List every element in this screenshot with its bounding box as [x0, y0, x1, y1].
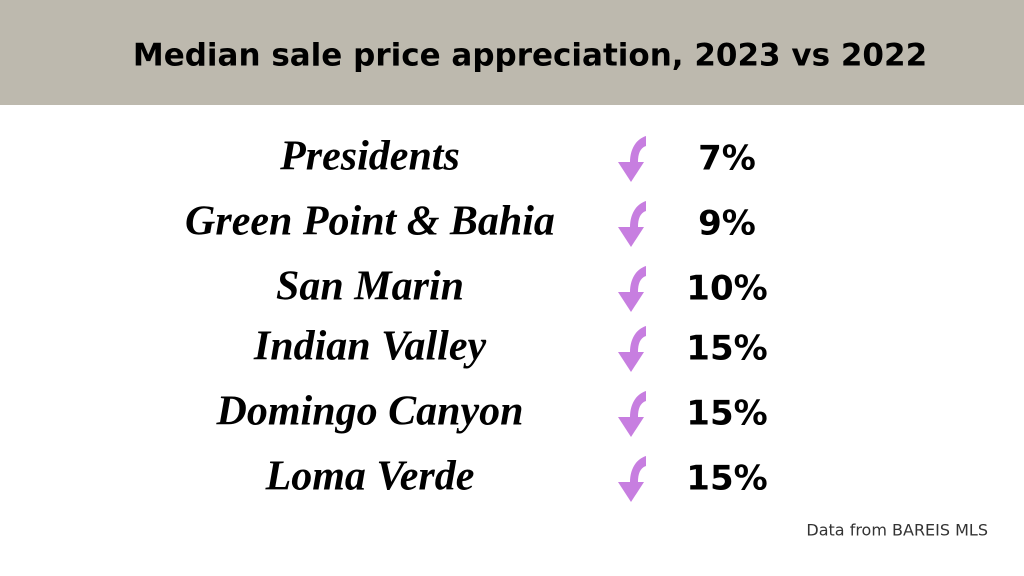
change: 10%	[686, 269, 767, 309]
neighborhood: San Marin	[276, 264, 464, 310]
change: 7%	[698, 139, 756, 179]
down-arrow	[618, 136, 646, 182]
source: Data from BAREIS MLS	[806, 521, 988, 540]
neighborhood: Green Point & Bahia	[185, 199, 555, 245]
change: 9%	[698, 204, 756, 244]
title: Median sale price appreciation, 2023 vs …	[133, 38, 927, 74]
neighborhood: Indian Valley	[253, 324, 487, 370]
neighborhood: Loma Verde	[265, 454, 475, 500]
change: 15%	[686, 459, 767, 499]
change: 15%	[686, 329, 767, 369]
down-arrow	[618, 456, 646, 502]
down-arrow	[618, 266, 646, 312]
down-arrow	[618, 391, 646, 437]
neighborhood: Presidents	[279, 134, 460, 180]
down-arrow	[618, 201, 646, 247]
neighborhood: Domingo Canyon	[216, 389, 524, 435]
change: 15%	[686, 394, 767, 434]
header-band	[0, 0, 1024, 105]
rows: Presidents 7% Green Point & Bahia 9% San Mar…	[185, 134, 768, 502]
down-arrow	[618, 326, 646, 372]
